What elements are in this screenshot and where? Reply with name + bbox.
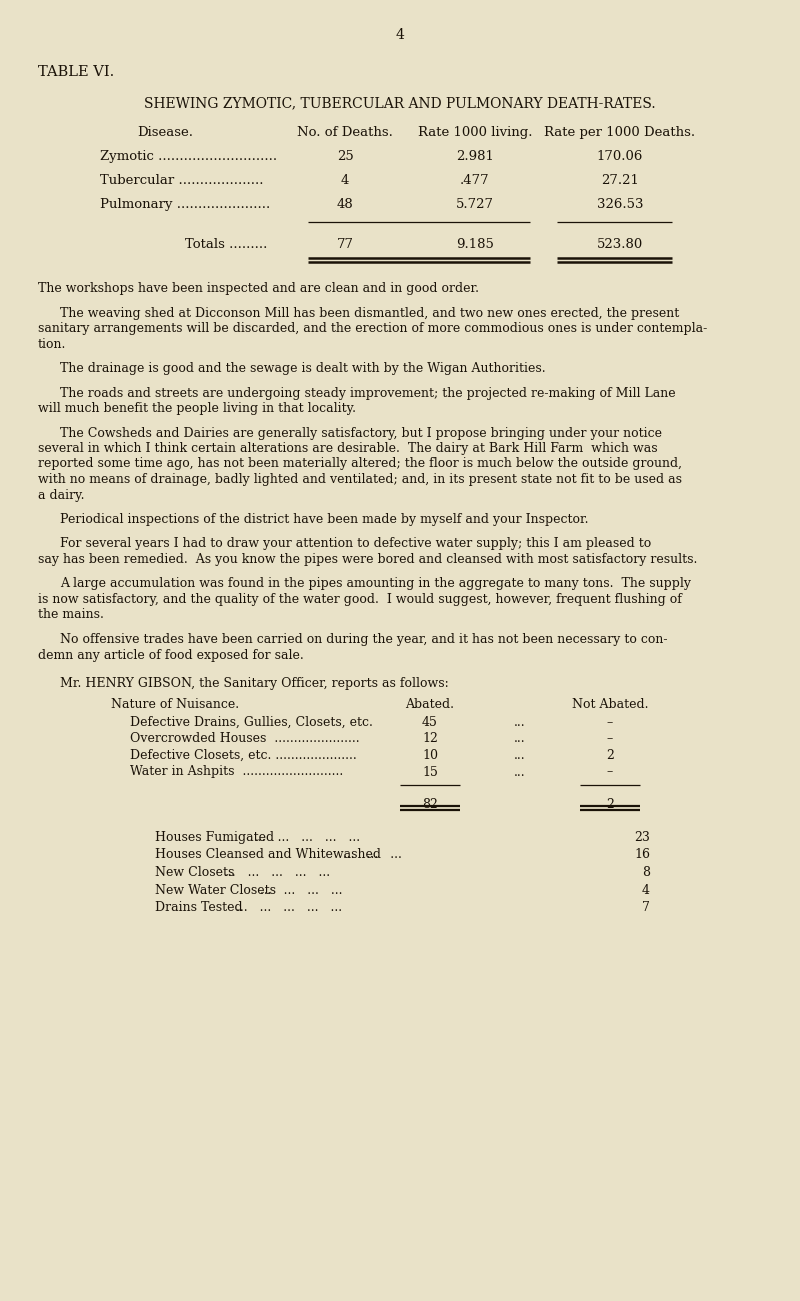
Text: 2: 2 xyxy=(606,749,614,762)
Text: 27.21: 27.21 xyxy=(601,174,639,187)
Text: Water in Ashpits  ..........................: Water in Ashpits .......................… xyxy=(130,765,343,778)
Text: The weaving shed at Dicconson Mill has been dismantled, and two new ones erected: The weaving shed at Dicconson Mill has b… xyxy=(60,307,679,320)
Text: ...   ...   ...   ...   ...: ... ... ... ... ... xyxy=(236,902,342,915)
Text: Mr. HENRY GIBSON, the Sanitary Officer, reports as follows:: Mr. HENRY GIBSON, the Sanitary Officer, … xyxy=(60,677,449,690)
Text: 4: 4 xyxy=(395,29,405,42)
Text: ...   ...   ...   ...   ...: ... ... ... ... ... xyxy=(254,831,360,844)
Text: sanitary arrangements will be discarded, and the erection of more commodious one: sanitary arrangements will be discarded,… xyxy=(38,323,707,334)
Text: Abated.: Abated. xyxy=(406,699,454,712)
Text: 16: 16 xyxy=(634,848,650,861)
Text: No. of Deaths.: No. of Deaths. xyxy=(297,126,393,139)
Text: Periodical inspections of the district have been made by myself and your Inspect: Periodical inspections of the district h… xyxy=(60,513,589,526)
Text: will much benefit the people living in that locality.: will much benefit the people living in t… xyxy=(38,402,356,415)
Text: 23: 23 xyxy=(634,831,650,844)
Text: ...   ...   ...   ...: ... ... ... ... xyxy=(260,883,342,896)
Text: a dairy.: a dairy. xyxy=(38,488,85,501)
Text: 15: 15 xyxy=(422,765,438,778)
Text: 45: 45 xyxy=(422,716,438,729)
Text: Nature of Nuisance.: Nature of Nuisance. xyxy=(111,699,239,712)
Text: 2: 2 xyxy=(606,799,614,812)
Text: 8: 8 xyxy=(642,866,650,879)
Text: is now satisfactory, and the quality of the water good.  I would suggest, howeve: is now satisfactory, and the quality of … xyxy=(38,593,682,606)
Text: 7: 7 xyxy=(642,902,650,915)
Text: 170.06: 170.06 xyxy=(597,150,643,163)
Text: TABLE VI.: TABLE VI. xyxy=(38,65,114,79)
Text: Tubercular ....................: Tubercular .................... xyxy=(100,174,263,187)
Text: New Closets: New Closets xyxy=(155,866,234,879)
Text: ...: ... xyxy=(514,749,526,762)
Text: 10: 10 xyxy=(422,749,438,762)
Text: tion.: tion. xyxy=(38,337,66,350)
Text: –: – xyxy=(607,716,613,729)
Text: several in which I think certain alterations are desirable.  The dairy at Bark H: several in which I think certain alterat… xyxy=(38,442,658,455)
Text: reported some time ago, has not been materially altered; the floor is much below: reported some time ago, has not been mat… xyxy=(38,458,682,471)
Text: A large accumulation was found in the pipes amounting in the aggregate to many t: A large accumulation was found in the pi… xyxy=(60,578,691,591)
Text: New Water Closets: New Water Closets xyxy=(155,883,276,896)
Text: ...: ... xyxy=(514,765,526,778)
Text: say has been remedied.  As you know the pipes were bored and cleansed with most : say has been remedied. As you know the p… xyxy=(38,553,698,566)
Text: the mains.: the mains. xyxy=(38,609,104,622)
Text: ...   ...   ...   ...   ...: ... ... ... ... ... xyxy=(225,866,330,879)
Text: ...: ... xyxy=(514,732,526,745)
Text: 12: 12 xyxy=(422,732,438,745)
Text: The Cowsheds and Dairies are generally satisfactory, but I propose bringing unde: The Cowsheds and Dairies are generally s… xyxy=(60,427,662,440)
Text: 25: 25 xyxy=(337,150,354,163)
Text: 2.981: 2.981 xyxy=(456,150,494,163)
Text: ...: ... xyxy=(514,716,526,729)
Text: 9.185: 9.185 xyxy=(456,238,494,251)
Text: –: – xyxy=(607,765,613,778)
Text: Rate 1000 living.: Rate 1000 living. xyxy=(418,126,532,139)
Text: Drains Tested: Drains Tested xyxy=(155,902,242,915)
Text: Overcrowded Houses  ......................: Overcrowded Houses .....................… xyxy=(130,732,360,745)
Text: Defective Drains, Gullies, Closets, etc.: Defective Drains, Gullies, Closets, etc. xyxy=(130,716,373,729)
Text: .477: .477 xyxy=(460,174,490,187)
Text: 523.80: 523.80 xyxy=(597,238,643,251)
Text: Defective Closets, etc. .....................: Defective Closets, etc. ................… xyxy=(130,749,357,762)
Text: Rate per 1000 Deaths.: Rate per 1000 Deaths. xyxy=(545,126,695,139)
Text: with no means of drainage, badly lighted and ventilated; and, in its present sta: with no means of drainage, badly lighted… xyxy=(38,474,682,487)
Text: 326.53: 326.53 xyxy=(597,198,643,211)
Text: 4: 4 xyxy=(341,174,349,187)
Text: Houses Fumigated: Houses Fumigated xyxy=(155,831,274,844)
Text: The roads and streets are undergoing steady improvement; the projected re-making: The roads and streets are undergoing ste… xyxy=(60,386,676,399)
Text: The drainage is good and the sewage is dealt with by the Wigan Authorities.: The drainage is good and the sewage is d… xyxy=(60,362,546,375)
Text: Not Abated.: Not Abated. xyxy=(572,699,648,712)
Text: For several years I had to draw your attention to defective water supply; this I: For several years I had to draw your att… xyxy=(60,537,651,550)
Text: 4: 4 xyxy=(642,883,650,896)
Text: Zymotic ............................: Zymotic ............................ xyxy=(100,150,277,163)
Text: –: – xyxy=(607,732,613,745)
Text: Disease.: Disease. xyxy=(137,126,193,139)
Text: demn any article of food exposed for sale.: demn any article of food exposed for sal… xyxy=(38,648,304,661)
Text: No offensive trades have been carried on during the year, and it has not been ne: No offensive trades have been carried on… xyxy=(60,634,667,647)
Text: 77: 77 xyxy=(337,238,354,251)
Text: Totals .........: Totals ......... xyxy=(185,238,267,251)
Text: Pulmonary ......................: Pulmonary ...................... xyxy=(100,198,270,211)
Text: 48: 48 xyxy=(337,198,354,211)
Text: Houses Cleansed and Whitewashed: Houses Cleansed and Whitewashed xyxy=(155,848,381,861)
Text: 82: 82 xyxy=(422,799,438,812)
Text: 5.727: 5.727 xyxy=(456,198,494,211)
Text: ...   ...   ...: ... ... ... xyxy=(343,848,402,861)
Text: SHEWING ZYMOTIC, TUBERCULAR AND PULMONARY DEATH-RATES.: SHEWING ZYMOTIC, TUBERCULAR AND PULMONAR… xyxy=(144,96,656,111)
Text: The workshops have been inspected and are clean and in good order.: The workshops have been inspected and ar… xyxy=(38,282,479,295)
